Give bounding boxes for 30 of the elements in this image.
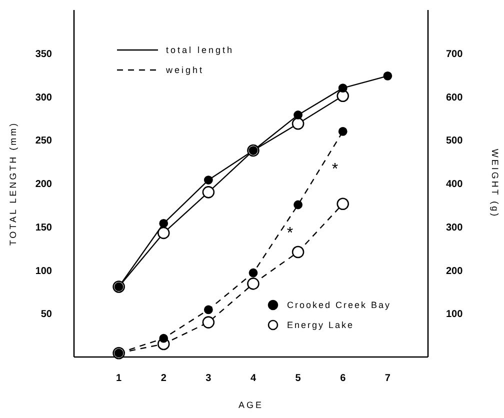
x-tick-label: 7 — [384, 373, 391, 384]
x-tick-label: 5 — [295, 373, 302, 384]
y-tick-label: 150 — [35, 222, 52, 234]
x-tick-label: 4 — [250, 373, 256, 384]
legend-label: Energy Lake — [287, 320, 354, 330]
y2-tick-label: 400 — [446, 179, 464, 190]
y-tick-label: 50 — [40, 309, 52, 320]
annotation: * — [286, 225, 294, 242]
y2-tick-label: 700 — [446, 48, 464, 60]
x-tick-label: 1 — [116, 373, 122, 384]
legend-label: Crooked Creek Bay — [287, 300, 392, 310]
y-axis-title: TOTAL LENGTH (mm) — [8, 121, 18, 246]
y2-tick-label: 100 — [446, 309, 464, 320]
y2-axis-title: WEIGHT (g) — [490, 148, 500, 218]
x-axis-title: AGE — [238, 400, 264, 410]
y2-tick-label: 200 — [446, 266, 464, 277]
y-tick-label: 250 — [35, 136, 52, 147]
y2-tick-label: 600 — [446, 92, 464, 104]
x-tick-label: 3 — [206, 373, 212, 384]
y-tick-label: 300 — [35, 92, 52, 104]
annotation: total length — [166, 45, 234, 56]
x-tick-label: 2 — [160, 373, 167, 384]
y-tick-label: 100 — [35, 266, 52, 277]
y-tick-label: 200 — [35, 179, 52, 190]
y-tick-label: 350 — [35, 48, 52, 60]
x-tick-label: 6 — [340, 373, 346, 384]
annotation: weight — [165, 65, 204, 76]
y2-tick-label: 500 — [446, 136, 464, 147]
annotation: * — [332, 161, 338, 178]
y2-tick-label: 300 — [446, 222, 464, 234]
